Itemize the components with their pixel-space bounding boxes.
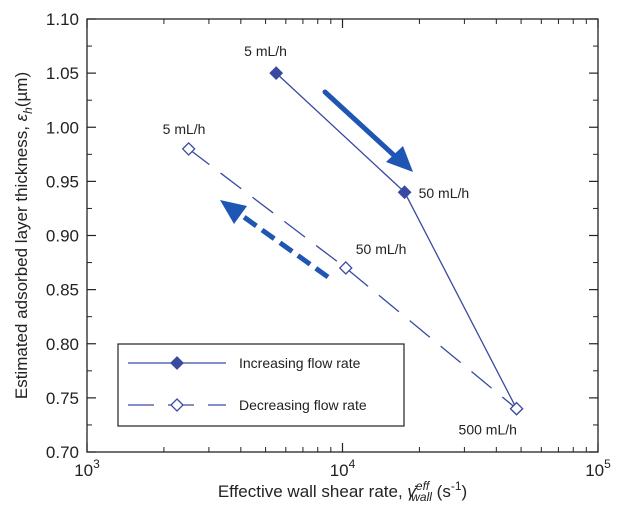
y-tick-label: 0.70 xyxy=(46,443,79,462)
point-label: 5 mL/h xyxy=(163,121,206,137)
legend-label: Decreasing flow rate xyxy=(239,397,367,413)
x-tick-label: 104 xyxy=(330,457,356,480)
legend-label: Increasing flow rate xyxy=(239,355,361,371)
y-tick-label: 0.85 xyxy=(46,281,79,300)
point-label: 5 mL/h xyxy=(244,43,287,59)
y-tick-label: 1.00 xyxy=(46,118,79,137)
point-label: 50 mL/h xyxy=(356,241,407,257)
y-tick-label: 1.05 xyxy=(46,64,79,83)
trend-arrow-increasing xyxy=(322,89,401,162)
point-label: 500 mL/h xyxy=(459,422,517,438)
y-axis-label: Estimated adsorbed layer thickness, εh(µ… xyxy=(12,72,35,399)
y-tick-label: 0.90 xyxy=(46,227,79,246)
trend-arrow-decreasing xyxy=(232,207,330,280)
y-tick-label: 1.10 xyxy=(46,10,79,29)
x-tick-label: 103 xyxy=(74,457,100,480)
point-label: 50 mL/h xyxy=(419,185,470,201)
series-2-point xyxy=(338,261,353,275)
y-tick-label: 0.75 xyxy=(46,389,79,408)
legend-box xyxy=(117,343,405,427)
y-tick-label: 0.95 xyxy=(46,172,79,191)
trend-arrow-increasing-head xyxy=(386,146,413,172)
series-1-point xyxy=(397,185,412,200)
y-tick-label: 0.80 xyxy=(46,335,79,354)
series-1-point xyxy=(269,66,284,81)
trend-arrow-decreasing-head xyxy=(220,200,247,224)
legend-marker xyxy=(170,356,184,370)
x-tick-label: 105 xyxy=(585,457,611,480)
legend-marker xyxy=(170,398,184,412)
x-axis-label: Effective wall shear rate, γ̇eff wall (s-… xyxy=(218,479,467,504)
series-2-point xyxy=(509,401,524,416)
series-2-point xyxy=(181,141,196,156)
series-line-2 xyxy=(188,148,517,410)
